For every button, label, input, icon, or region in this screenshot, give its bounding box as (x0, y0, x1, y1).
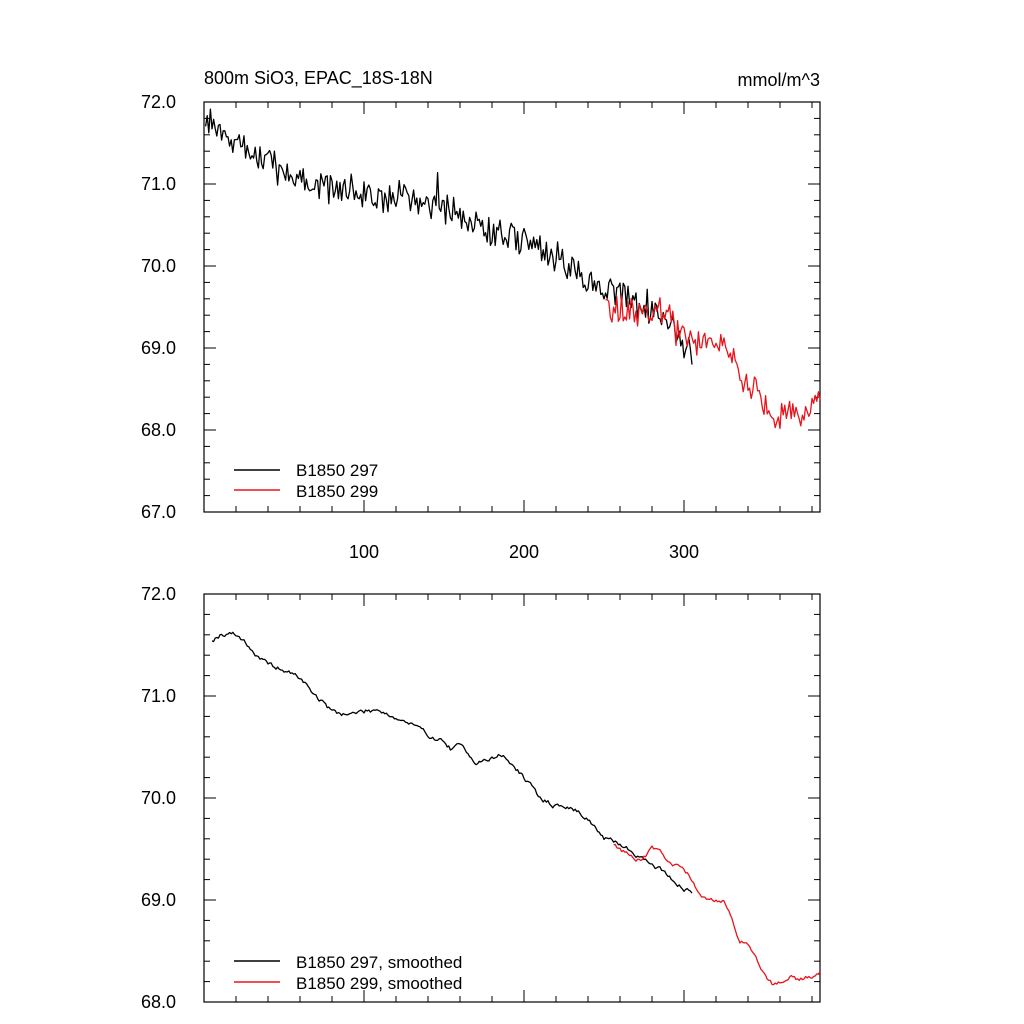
legend-label-b1850-297: B1850 297 (296, 461, 378, 480)
bottom-axis-ticks (204, 593, 820, 1003)
bottom-y-tick-labels: 68.0 69.0 70.0 71.0 72.0 (141, 584, 176, 1012)
bottom-y-tick-label: 69.0 (141, 890, 176, 910)
top-x-tick-label: 100 (349, 542, 379, 562)
top-x-tick-label: 300 (669, 542, 699, 562)
bottom-y-tick-label: 71.0 (141, 686, 176, 706)
bottom-y-tick-label: 68.0 (141, 992, 176, 1012)
top-legend: B1850 297 B1850 299 (234, 461, 378, 501)
top-axis-ticks (204, 101, 820, 513)
top-y-tick-label: 69.0 (141, 338, 176, 358)
legend-label-b1850-299: B1850 299 (296, 482, 378, 501)
legend-label-b1850-297-smoothed: B1850 297, smoothed (296, 953, 462, 972)
top-x-tick-labels: 100 200 300 (349, 542, 699, 562)
legend-label-b1850-299-smoothed: B1850 299, smoothed (296, 974, 462, 993)
units-label: mmol/m^3 (738, 70, 820, 90)
top-x-tick-label: 200 (509, 542, 539, 562)
bottom-legend: B1850 297, smoothed B1850 299, smoothed (234, 953, 462, 993)
bottom-y-tick-label: 70.0 (141, 788, 176, 808)
bottom-panel: 68.0 69.0 70.0 71.0 72.0 B1850 297, smoo… (141, 584, 821, 1012)
top-y-tick-label: 72.0 (141, 92, 176, 112)
top-plot-frame (203, 101, 821, 513)
bottom-y-tick-label: 72.0 (141, 584, 176, 604)
top-y-tick-label: 70.0 (141, 256, 176, 276)
top-y-tick-label: 67.0 (141, 502, 176, 522)
series-line-b1850-299 (605, 294, 821, 430)
chart-title: 800m SiO3, EPAC_18S-18N (204, 68, 433, 89)
top-series-lines (204, 108, 821, 430)
top-panel: 800m SiO3, EPAC_18S-18N mmol/m^3 67.0 68… (141, 68, 821, 562)
series-line-b1850-299-smoothed (613, 843, 821, 986)
bottom-series-lines (211, 631, 821, 986)
top-y-tick-labels: 67.0 68.0 69.0 70.0 71.0 72.0 (141, 92, 176, 522)
bottom-plot-frame (203, 593, 821, 1003)
top-y-tick-label: 71.0 (141, 174, 176, 194)
series-line-b1850-297 (204, 108, 693, 365)
top-y-tick-label: 68.0 (141, 420, 176, 440)
series-line-b1850-297-smoothed (211, 631, 693, 894)
